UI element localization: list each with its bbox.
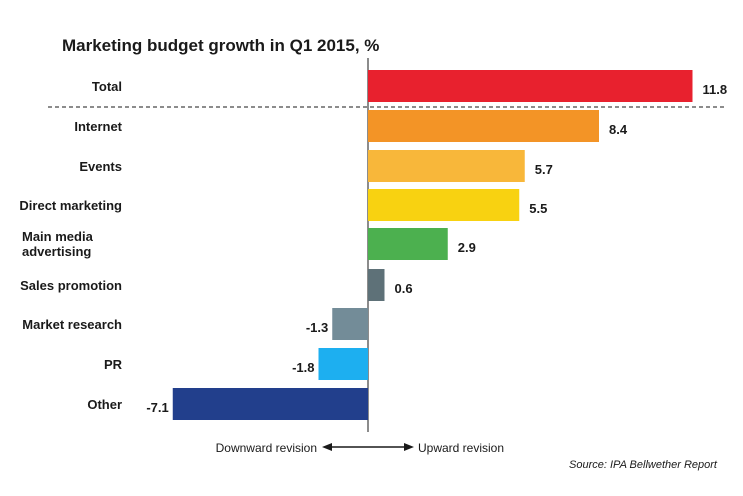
axis-label-negative: Downward revision <box>216 441 317 455</box>
value-label-3: 5.5 <box>529 201 547 216</box>
category-label-2: Events <box>79 159 122 174</box>
value-label-5: 0.6 <box>395 281 413 296</box>
bar-1 <box>368 110 599 142</box>
bar-6 <box>332 308 368 340</box>
category-label-6: Market research <box>22 317 122 332</box>
left-arrowhead-icon <box>322 443 332 451</box>
category-label-8: Other <box>87 397 122 412</box>
category-label-3: Direct marketing <box>19 198 122 213</box>
value-label-6: -1.3 <box>306 320 328 335</box>
bar-0 <box>368 70 693 102</box>
value-label-4: 2.9 <box>458 240 476 255</box>
bar-4 <box>368 228 448 260</box>
category-label-7: PR <box>104 357 123 372</box>
value-label-8: -7.1 <box>146 400 168 415</box>
chart-source: Source: IPA Bellwether Report <box>569 459 717 471</box>
value-label-7: -1.8 <box>292 360 314 375</box>
axis-label-positive: Upward revision <box>418 441 504 455</box>
chart-title: Marketing budget growth in Q1 2015, % <box>62 36 380 55</box>
category-label-0: Total <box>92 79 122 94</box>
bar-3 <box>368 189 520 221</box>
bar-7 <box>318 348 368 380</box>
value-label-0: 11.8 <box>703 82 728 97</box>
category-label-5: Sales promotion <box>20 278 122 293</box>
category-label-1: Internet <box>74 119 122 134</box>
value-label-1: 8.4 <box>609 122 628 137</box>
bar-5 <box>368 269 385 301</box>
bar-8 <box>172 388 368 420</box>
category-label-4: Main media advertising <box>22 229 94 259</box>
value-label-2: 5.7 <box>535 162 553 177</box>
bar-2 <box>368 150 525 182</box>
right-arrowhead-icon <box>404 443 414 451</box>
